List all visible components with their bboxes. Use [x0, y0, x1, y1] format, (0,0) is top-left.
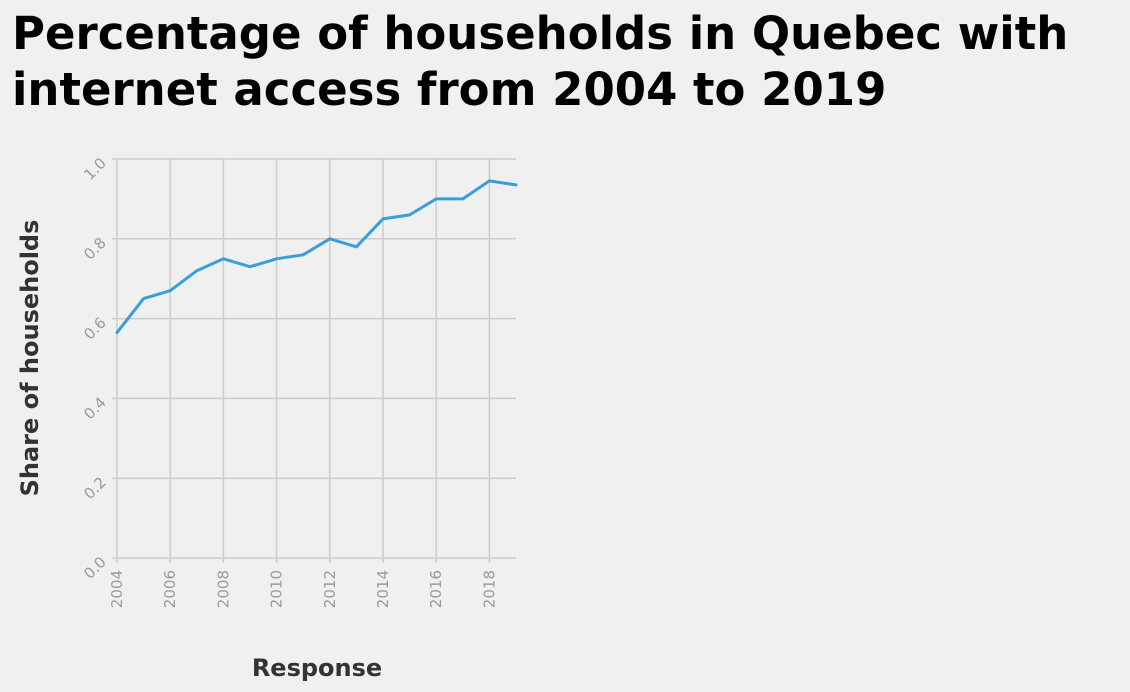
- x-tick-label: 2012: [321, 570, 339, 608]
- x-tick-label: 2014: [374, 570, 392, 608]
- x-tick-label: 2010: [268, 570, 286, 608]
- y-tick-label: 0.4: [80, 394, 110, 424]
- x-tick-label: 2018: [480, 570, 498, 608]
- grid: [112, 158, 516, 563]
- chart-title: Percentage of households in Quebec with …: [12, 7, 1069, 116]
- series-layer: [115, 179, 518, 335]
- x-tick-label: 2006: [161, 570, 179, 608]
- x-tick-label: 2008: [214, 570, 232, 608]
- y-tick-label: 0.2: [80, 473, 110, 503]
- y-tick-label: 0.8: [80, 234, 110, 264]
- y-tick-label: 0.6: [80, 314, 110, 344]
- y-axis-title: Share of households: [16, 220, 44, 497]
- y-tick-label: 0.0: [80, 553, 110, 583]
- x-tick-label: 2016: [427, 570, 445, 608]
- series-line: [115, 179, 518, 335]
- y-tick-label: 1.0: [80, 154, 110, 184]
- x-axis-title: Response: [252, 654, 382, 682]
- x-tick-label: 2004: [108, 570, 126, 608]
